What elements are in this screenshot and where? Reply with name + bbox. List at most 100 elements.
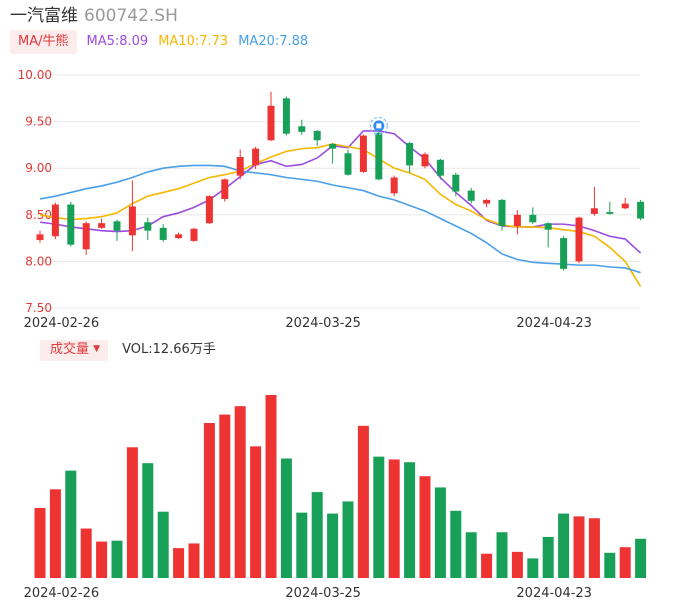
volume-bar bbox=[173, 548, 185, 578]
candle bbox=[113, 219, 121, 241]
price-date-label: 2024-04-23 bbox=[516, 316, 592, 331]
dropdown-triangle-icon: ▼ bbox=[93, 344, 101, 354]
price-date-label: 2024-02-26 bbox=[24, 316, 100, 331]
stock-code: 600742.SH bbox=[84, 6, 178, 26]
volume-bar bbox=[511, 551, 523, 578]
candle-body bbox=[113, 221, 121, 231]
price-grid bbox=[32, 74, 640, 309]
candle-body bbox=[560, 238, 568, 269]
volume-bar bbox=[188, 543, 200, 578]
candle bbox=[128, 180, 136, 252]
volume-bar bbox=[388, 459, 400, 578]
candle-body bbox=[421, 154, 429, 167]
candle-body bbox=[51, 204, 59, 237]
candle bbox=[329, 143, 337, 164]
volume-bar bbox=[465, 532, 477, 578]
candle-body bbox=[221, 179, 229, 199]
candle-body bbox=[144, 222, 152, 231]
volume-bar bbox=[49, 489, 61, 578]
candle-body bbox=[575, 217, 583, 262]
event-marker-ring bbox=[369, 116, 388, 135]
candle bbox=[483, 198, 491, 208]
candle bbox=[221, 178, 229, 202]
event-marker-glyph bbox=[376, 123, 382, 129]
candle-body bbox=[637, 201, 645, 219]
candle bbox=[513, 210, 521, 235]
price-date-label: 2024-03-25 bbox=[285, 316, 361, 331]
price-axis: 10.00 9.50 9.00 8.50 8.00 7.50 bbox=[18, 68, 52, 315]
candle-body bbox=[98, 223, 106, 228]
volume-date-axis: 2024-02-26 2024-03-25 2024-04-23 bbox=[24, 586, 592, 601]
ma-legend: MA/牛熊 MA5:8.09 MA10:7.73 MA20:7.88 bbox=[10, 30, 308, 54]
price-date-axis: 2024-02-26 2024-03-25 2024-04-23 bbox=[24, 316, 592, 331]
candle-body bbox=[82, 223, 90, 250]
candle-body bbox=[467, 190, 475, 201]
price-tick-label: 10.00 bbox=[18, 68, 52, 82]
volume-bar bbox=[234, 406, 246, 578]
candle bbox=[621, 198, 629, 210]
candle-body bbox=[159, 227, 167, 240]
price-tick-label: 9.00 bbox=[25, 161, 52, 175]
marker bbox=[369, 116, 388, 135]
volume-bar bbox=[434, 487, 446, 578]
candle bbox=[544, 222, 552, 248]
ma20-label: MA20:7.88 bbox=[238, 34, 309, 49]
volume-indicator-selector[interactable]: 成交量 ▼ bbox=[40, 340, 109, 361]
candle-body bbox=[236, 157, 244, 176]
volume-bar bbox=[34, 507, 46, 578]
candle bbox=[359, 134, 367, 173]
price-tick-label: 9.50 bbox=[25, 115, 52, 129]
candle-body bbox=[621, 203, 629, 209]
candle bbox=[637, 199, 645, 221]
candle bbox=[252, 146, 260, 170]
volume-date-label: 2024-02-26 bbox=[24, 586, 100, 601]
candle bbox=[282, 96, 290, 136]
candle-body bbox=[452, 174, 460, 192]
ma-lines bbox=[39, 130, 642, 287]
volume-bar bbox=[157, 511, 169, 578]
stock-name: 一汽富维 bbox=[10, 6, 78, 26]
volume-bar bbox=[588, 518, 600, 578]
event-marker-icon[interactable] bbox=[369, 116, 388, 135]
candle bbox=[467, 187, 475, 204]
volume-bar bbox=[280, 458, 292, 578]
volume-bar bbox=[450, 510, 462, 578]
volume-bar bbox=[558, 513, 570, 578]
ma10-line bbox=[39, 143, 642, 287]
candle bbox=[529, 207, 537, 225]
candle-body bbox=[128, 206, 136, 236]
candle bbox=[298, 119, 306, 135]
candle-body bbox=[205, 196, 213, 224]
candle-body bbox=[375, 132, 383, 180]
candle bbox=[406, 142, 414, 173]
candle bbox=[175, 232, 183, 240]
candle bbox=[375, 131, 383, 181]
volume-bar bbox=[604, 552, 616, 578]
candle-body bbox=[436, 159, 444, 176]
candle-body bbox=[529, 214, 537, 223]
candle-body bbox=[190, 228, 198, 241]
candle-body bbox=[483, 199, 491, 204]
candle bbox=[590, 186, 598, 216]
volume-legend: 成交量 ▼ VOL:12.66万手 bbox=[40, 340, 216, 361]
candle-body bbox=[175, 234, 183, 239]
candle-body bbox=[359, 135, 367, 172]
ma-indicator-selector[interactable]: MA/牛熊 bbox=[10, 30, 77, 54]
candle-body bbox=[252, 148, 260, 166]
candle bbox=[452, 172, 460, 197]
volume-bar bbox=[203, 423, 215, 578]
candle-body bbox=[498, 199, 506, 226]
candle bbox=[67, 201, 75, 247]
price-tick-label: 7.50 bbox=[25, 301, 52, 315]
volume-bar bbox=[311, 492, 323, 578]
candle bbox=[436, 158, 444, 180]
candle bbox=[421, 152, 429, 169]
volume-bar bbox=[96, 541, 108, 578]
candle bbox=[190, 227, 198, 242]
volume-date-label: 2024-04-23 bbox=[516, 586, 592, 601]
price-tick-label: 8.00 bbox=[25, 254, 52, 268]
title-row: 一汽富维 600742.SH bbox=[10, 4, 178, 28]
candle bbox=[560, 236, 568, 271]
volume-bar bbox=[481, 553, 493, 578]
